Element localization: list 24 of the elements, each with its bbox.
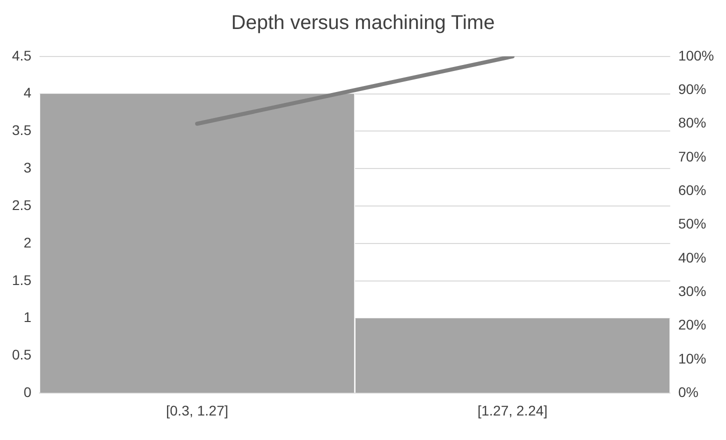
y-tick-label: 3: [24, 160, 32, 176]
y2-tick-label: 30%: [678, 283, 706, 300]
y-tick-label: 4.5: [12, 47, 32, 64]
y2-tick-label: 80%: [678, 114, 706, 131]
y-tick-label: 3.5: [12, 122, 32, 138]
y-tick-label: 4: [24, 84, 32, 101]
y-tick-label: 0: [24, 384, 32, 400]
y2-tick-label: 50%: [678, 216, 706, 232]
y2-tick-label: 100%: [678, 47, 714, 64]
chart-title: Depth versus machining Time: [230, 12, 496, 36]
y-tick-label: 0.5: [12, 346, 32, 363]
y2-tick-label: 60%: [678, 182, 706, 198]
y-tick-label: 2: [24, 234, 32, 250]
x-tick-label: [1.27, 2.24]: [477, 402, 548, 418]
y-tick-label: 1: [24, 309, 32, 326]
y2-tick-label: 20%: [678, 316, 706, 333]
x-tick-label: [0.3, 1.27]: [166, 402, 228, 418]
y2-tick-label: 0%: [678, 384, 698, 400]
y2-tick-label: 40%: [678, 249, 706, 266]
y-tick-label: 1.5: [12, 272, 32, 288]
y2-tick-label: 70%: [678, 148, 706, 164]
y-tick-label: 2.5: [12, 196, 32, 213]
y2-tick-label: 10%: [678, 350, 706, 366]
y2-tick-label: 90%: [678, 80, 706, 97]
